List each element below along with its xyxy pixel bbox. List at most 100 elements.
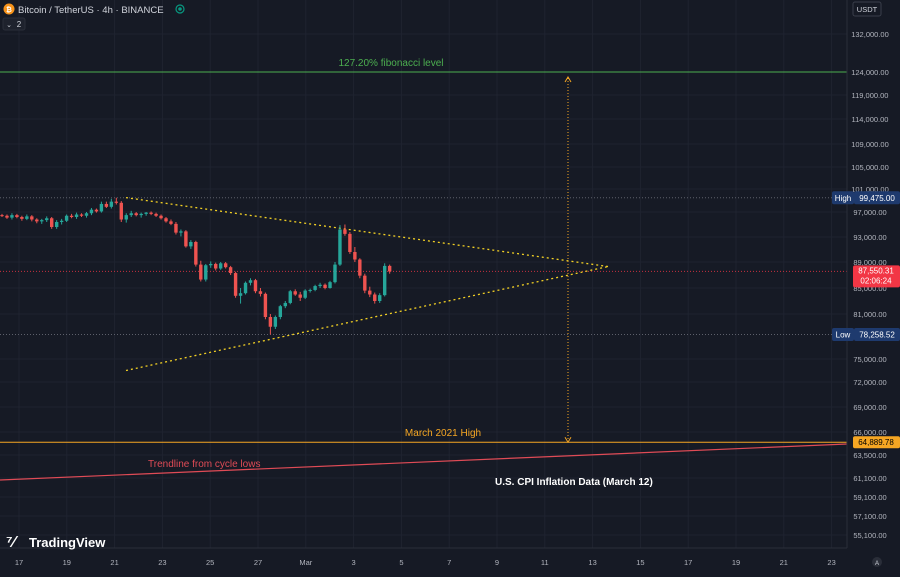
time-tick-label: 21 <box>110 558 118 567</box>
currency-selector[interactable]: USDT <box>852 1 882 17</box>
candle-body <box>50 218 54 227</box>
candle-body <box>288 291 292 303</box>
candle-body <box>243 282 248 294</box>
projection-arrow-head-up <box>564 76 572 83</box>
candle-body <box>248 280 253 283</box>
tradingview-logo-text: TradingView <box>29 535 106 550</box>
bitcoin-icon <box>3 3 15 15</box>
time-tick-label: 23 <box>158 558 166 567</box>
current-price-tag: 87,550.31 02:06:24 <box>853 265 900 288</box>
candle-body <box>293 291 297 295</box>
candle-body <box>303 290 307 298</box>
candle-body <box>353 252 357 260</box>
candle-body <box>258 291 263 294</box>
candle-body <box>74 214 79 217</box>
candle-body <box>268 317 273 327</box>
currency-button[interactable] <box>852 1 882 17</box>
high-price-tag: High 99,475.00 <box>832 191 900 205</box>
bitcoin-icon-glyph: ₿ <box>6 6 12 14</box>
trendline-label: Trendline from cycle lows <box>148 459 260 470</box>
levels <box>0 71 847 443</box>
candle-body <box>298 294 302 298</box>
time-tick-label: 7 <box>447 558 451 567</box>
candle-body <box>238 293 243 296</box>
candle-body <box>134 213 138 216</box>
price-tick-label: 66,000.00 <box>853 428 886 437</box>
time-tick-label: 13 <box>588 558 596 567</box>
grid <box>0 0 847 548</box>
price-tick-label: 97,000.00 <box>853 208 886 217</box>
high-value: 99,475.00 <box>859 194 895 203</box>
candle-body <box>368 290 372 295</box>
candle-body <box>149 212 153 214</box>
candle-body <box>223 263 228 268</box>
candle-body <box>343 229 347 234</box>
indicators-toggle[interactable]: ⌄ 2 <box>2 17 26 31</box>
symbol-header[interactable]: ₿ Bitcoin / TetherUS · 4h · BINANCE <box>3 3 185 17</box>
triangle-upper-line <box>125 196 609 268</box>
candle-body <box>373 294 377 301</box>
price-tick-label: 124,000.00 <box>851 68 889 77</box>
candle-body <box>144 212 148 214</box>
candle-body <box>189 242 193 247</box>
candle-body <box>129 213 133 216</box>
current-price: 87,550.31 <box>858 266 894 275</box>
candle-body <box>169 221 173 224</box>
price-tick-label: 109,000.00 <box>851 140 889 149</box>
candle-body <box>0 215 4 217</box>
price-tick-label: 81,000.00 <box>853 310 886 319</box>
time-tick-label: Mar <box>299 558 312 567</box>
price-tick-label: 85,000.00 <box>853 284 886 293</box>
candle-body <box>119 202 123 220</box>
candle-body <box>263 293 268 317</box>
price-tick-label: 72,000.00 <box>853 378 886 387</box>
candle-body <box>94 209 99 212</box>
auto-scale-button[interactable]: A <box>872 557 882 567</box>
time-axis[interactable] <box>0 548 900 572</box>
candle-body <box>69 215 74 217</box>
auto-scale-icon: A <box>875 561 879 567</box>
candle-body <box>30 216 34 220</box>
auto-scale-circle[interactable] <box>872 557 882 567</box>
time-tick-label: 27 <box>254 558 262 567</box>
candle-body <box>59 220 64 222</box>
candle-body <box>35 219 39 222</box>
candle-body <box>84 213 89 216</box>
price-tick-label: 132,000.00 <box>851 30 889 39</box>
candle-body <box>154 213 158 216</box>
time-tick-label: 15 <box>636 558 644 567</box>
candle-body <box>10 215 14 218</box>
high-tag-text: High <box>835 194 851 203</box>
cycle-lows-trendline <box>0 443 848 481</box>
price-tick-label: 93,000.00 <box>853 233 886 242</box>
time-tick-label: 11 <box>541 558 549 567</box>
candle-body <box>333 264 337 283</box>
price-tick-label: 63,500.00 <box>853 451 886 460</box>
bar-countdown: 02:06:24 <box>860 276 892 285</box>
symbol-title: Bitcoin / TetherUS · 4h · BINANCE <box>18 5 164 16</box>
triangle-lower-line <box>125 265 609 372</box>
candle-body <box>348 233 352 252</box>
price-tick-label: 57,100.00 <box>853 512 886 521</box>
candle-body <box>184 231 188 247</box>
price-tick-label: 61,100.00 <box>853 474 886 483</box>
time-tick-label: 17 <box>684 558 692 567</box>
time-tick-label: 21 <box>780 558 788 567</box>
march-2021-value: 64,889.78 <box>858 438 894 447</box>
candle-body <box>323 284 327 288</box>
candle-body <box>199 264 203 280</box>
projection-arrow-head-down <box>564 436 572 444</box>
candle-body <box>79 214 84 216</box>
indicators-toggle-button[interactable] <box>2 17 26 31</box>
market-open-dot-icon <box>178 7 182 11</box>
candle-body <box>164 218 168 222</box>
candle-body <box>89 209 94 214</box>
indicator-count: 2 <box>17 20 22 29</box>
candles <box>0 197 392 335</box>
time-tick-label: 19 <box>63 558 71 567</box>
candle-body <box>174 223 178 233</box>
candle-body <box>114 201 119 203</box>
